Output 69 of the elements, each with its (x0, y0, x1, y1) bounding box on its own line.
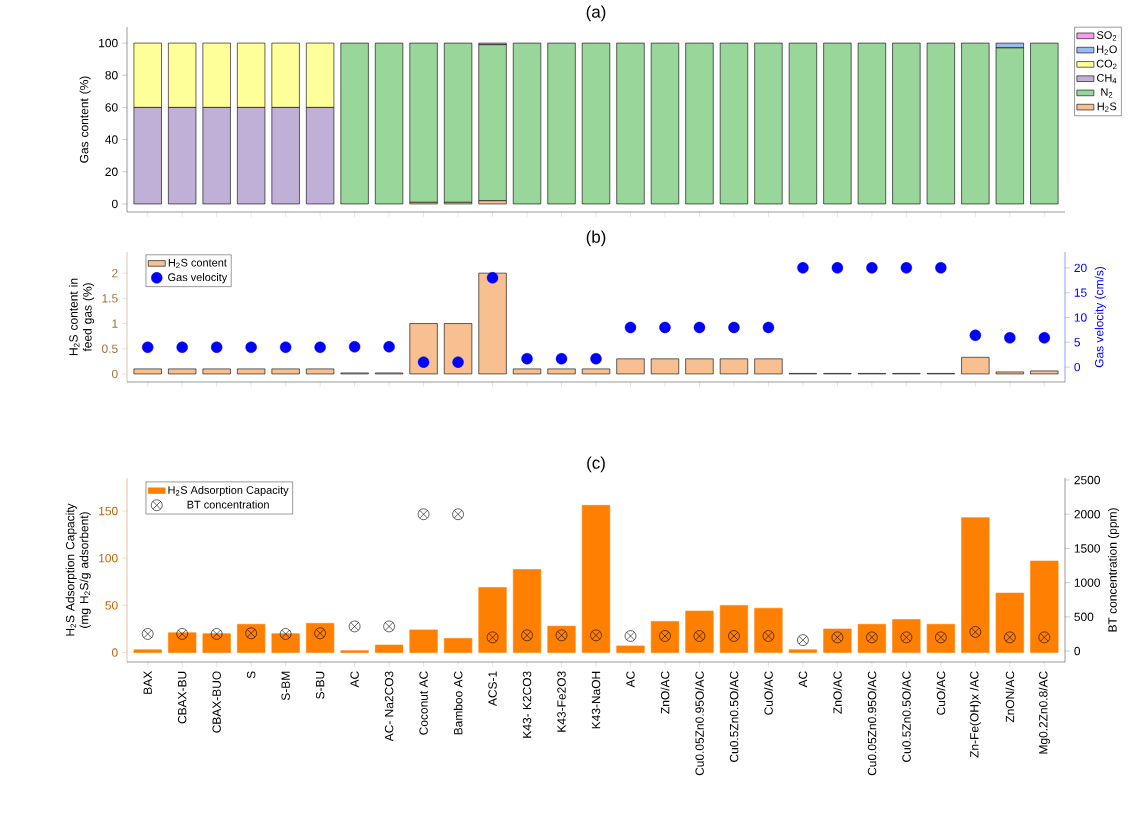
legend-label: N$_{2}$ (1101, 88, 1113, 98)
y2-tick-label: 1000 (1074, 578, 1100, 587)
y-tick-label: 0 (111, 369, 118, 379)
legend-label: BT concentration (187, 500, 269, 509)
x-tick-label: K43-Fe2O3 (557, 671, 566, 732)
x-tick-label: ZnO/AC (660, 671, 670, 714)
x-tick-label: AC- Na2CO3 (384, 671, 394, 742)
y2-tick-label: 0 (1074, 646, 1081, 656)
y-tick-label: 0 (111, 199, 118, 209)
x-tick-label: ZnO/AC (833, 671, 842, 714)
x-tick-label: ACS-1 (488, 671, 497, 707)
y-tick-label: 100 (99, 38, 118, 48)
y-tick-label: 1.5 (102, 294, 118, 303)
y-tick-label: 0 (111, 648, 118, 657)
x-tick-label: Mg0.2Zn0.8/AC (1038, 671, 1050, 754)
y-tick-label: 50 (105, 601, 118, 610)
y2-tick-label: 20 (1074, 263, 1087, 273)
y-tick-label: 20 (105, 167, 118, 176)
x-tick-label: S-BU (315, 671, 325, 699)
x-tick-label: AC (350, 671, 359, 688)
y-tick-label: 60 (105, 103, 118, 112)
legend-label: SO$_{2}$ (1096, 31, 1117, 41)
y2-tick-label: 15 (1074, 288, 1087, 297)
x-tick-label: ZnON/AC (1005, 671, 1015, 723)
legend-label: H$_{2}$O (1097, 45, 1117, 55)
chart-title: (b) (586, 230, 606, 247)
y2-tick-label: 2000 (1074, 510, 1100, 519)
legend-label: CO$_{2}$ (1096, 59, 1117, 70)
legend-label: H$_{2}$S (1097, 102, 1117, 112)
x-tick-label: AC (626, 671, 635, 688)
y2-axis-title: BT concentration (ppm) (1107, 508, 1120, 632)
y-tick-label: 150 (99, 506, 118, 516)
x-tick-label: Bamboo AC (453, 671, 463, 735)
x-tick-label: CuO/AC (764, 671, 773, 715)
x-tick-label: Cu0.5Zn0.5O/AC (901, 671, 911, 762)
x-tick-label: K43- K2CO3 (522, 671, 532, 738)
y-tick-label: 40 (105, 135, 118, 144)
x-tick-label: Cu0.5Zn0.5O/AC (729, 671, 739, 762)
chart-title: (c) (587, 456, 605, 473)
x-tick-label: K43-NaOH (591, 671, 601, 729)
x-tick-label: Cu0.05Zn0.95O/AC (867, 671, 877, 776)
y2-tick-label: 10 (1074, 313, 1087, 322)
legend-label: H$_{2}$S content (168, 258, 227, 269)
x-tick-label: BAX (143, 671, 152, 694)
y2-tick-label: 5 (1074, 338, 1080, 347)
y2-tick-label: 500 (1074, 612, 1094, 622)
chart-title: (a) (586, 5, 606, 22)
y-tick-label: 80 (105, 71, 118, 80)
y-tick-label: 2 (112, 268, 118, 278)
legend-label: H$_{2}$S Adsorption Capacity (168, 485, 289, 497)
x-tick-label: S (246, 671, 256, 679)
legend-label: Gas velocity (168, 273, 228, 284)
x-tick-label: Coconut AC (419, 671, 428, 735)
y2-tick-label: 1500 (1074, 544, 1100, 553)
x-tick-label: CuO/AC (936, 671, 946, 715)
y-tick-label: 100 (99, 553, 118, 563)
x-tick-label: AC (798, 671, 808, 688)
x-tick-label: Zn-Fe(OH)x /AC (969, 671, 981, 758)
y2-axis-title: Gas velocity (cm/s) (1094, 266, 1106, 368)
legend-label: CH$_{4}$ (1097, 74, 1117, 84)
x-tick-label: Cu0.05Zn0.95O/AC (695, 671, 704, 776)
y-tick-label: 1 (112, 319, 118, 328)
y-tick-label: 0.5 (102, 344, 118, 353)
x-tick-label: CBAX-BU (177, 671, 187, 724)
y2-tick-label: 2500 (1074, 475, 1100, 485)
y-axis-title: Gas content (%) (79, 76, 91, 163)
y2-tick-label: 0 (1074, 362, 1081, 372)
x-tick-label: CBAX-BUO (212, 671, 221, 733)
x-tick-label: S-BM (281, 671, 290, 701)
